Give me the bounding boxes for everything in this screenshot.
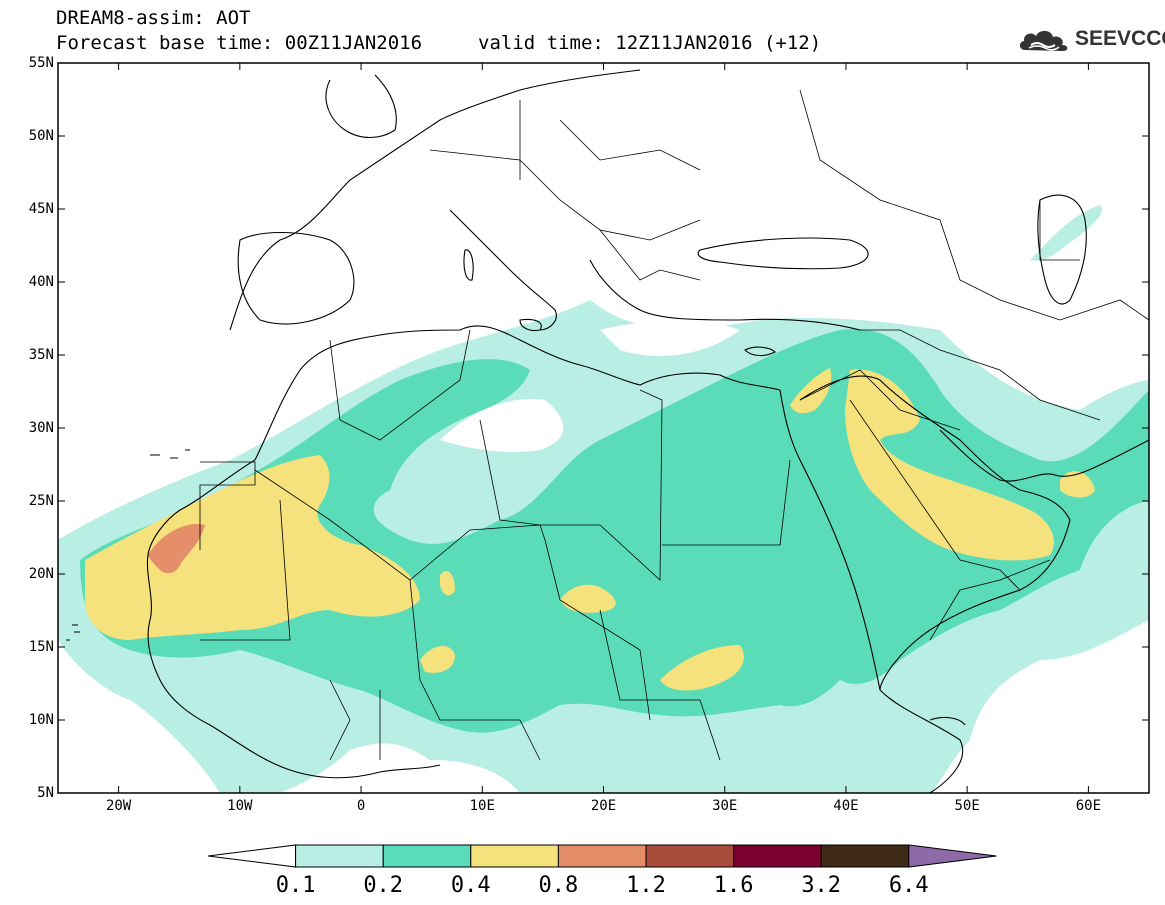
base-time: Forecast base time: 00Z11JAN2016 [56, 32, 423, 54]
coastline-europe [229, 69, 641, 331]
border [540, 389, 663, 581]
colorbar-swatch [645, 844, 735, 868]
coastline-cape-verde [66, 624, 80, 641]
border [200, 499, 291, 641]
coastline-black-sea [697, 237, 869, 270]
logo-text: SEEVCCC [1075, 27, 1165, 50]
lon-tick-label: 30E [712, 798, 738, 814]
chart-title: DREAM8-assim: AOT [56, 7, 251, 29]
border [329, 329, 471, 441]
border [1039, 200, 1080, 261]
coastline-north-africa [254, 325, 781, 461]
coastline-west-africa [146, 459, 441, 779]
lat-tick-label: 35N [28, 347, 54, 363]
coastline-greece-turkey [589, 259, 861, 331]
coastline-horn-africa [879, 689, 964, 794]
coastlines [66, 69, 1150, 794]
border [799, 89, 1001, 301]
lat-tick-label: 10N [28, 712, 54, 728]
lon-tick-label: 0 [356, 798, 366, 814]
coastline-britain [325, 74, 397, 139]
lon-tick-label: 20E [590, 798, 617, 814]
colorbar-label: 1.2 [626, 873, 666, 898]
border [860, 329, 1101, 421]
lat-tick-label: 40N [28, 274, 54, 290]
colorbar-swatch [733, 844, 822, 868]
border [199, 461, 256, 550]
border [662, 459, 791, 546]
lon-tick-label: 50E [954, 798, 980, 814]
aot-band-0.4 [560, 584, 616, 613]
lat-tick-label: 45N [28, 201, 54, 217]
coastline-italy [449, 209, 557, 331]
colorbar-swatch [470, 844, 559, 868]
colorbar-label: 3.2 [801, 873, 842, 898]
colorbar-label: 6.4 [888, 873, 929, 898]
border [519, 100, 701, 180]
aot-clear-area [600, 320, 740, 356]
coastline-persian-gulf [939, 429, 1150, 482]
aot-band-0.4 [420, 645, 455, 673]
aot-field [58, 205, 1149, 793]
aot-band-0.4 [85, 455, 420, 640]
colorbar-label: 0.1 [275, 873, 316, 898]
lon-tick-label: 20W [105, 798, 132, 814]
lon-tick-label: 10E [469, 798, 495, 814]
coastline-arabia [799, 375, 1071, 691]
colorbar-swatch [382, 844, 472, 868]
colorbar-over-arrow [908, 844, 997, 868]
border [409, 579, 541, 761]
coastline-sicily [519, 318, 542, 332]
aot-band-0.1-caucasus [1030, 205, 1102, 261]
country-borders [199, 89, 1150, 761]
coastline-cyprus [744, 346, 776, 357]
colorbar [207, 844, 997, 868]
aot-band-0.4 [845, 369, 1054, 561]
aot-band-0.4 [1060, 471, 1095, 498]
colorbar-swatch [820, 844, 910, 868]
coastline-iberia [237, 231, 355, 325]
lat-tick-label: 55N [28, 55, 54, 71]
colorbar-label: 0.4 [450, 873, 491, 898]
coastline-sardinia [463, 249, 474, 281]
aot-band-0.8 [148, 524, 205, 574]
colorbar-swatch [557, 844, 647, 868]
border [429, 149, 701, 241]
lat-tick-label: 15N [28, 639, 54, 655]
border [599, 609, 721, 761]
forecast-times: Forecast base time: 00Z11JAN2016 valid ti… [56, 32, 821, 54]
border [329, 679, 381, 761]
border [849, 399, 1021, 591]
colorbar-label: 0.8 [538, 873, 579, 898]
aot-clear-area [440, 399, 564, 452]
aot-band-0.4 [790, 368, 832, 414]
lat-tick-label: 50N [28, 128, 54, 144]
lat-tick-label: 30N [28, 420, 54, 436]
colorbar-label: 0.2 [363, 873, 404, 898]
coastline-canaries [150, 449, 190, 459]
lon-tick-label: 10W [227, 798, 253, 814]
colorbar-label: 1.6 [713, 873, 754, 898]
axis-ticks [58, 62, 1149, 794]
cloud-icon [1019, 30, 1068, 51]
seevccc-logo: SEEVCCC [1017, 26, 1165, 54]
aot-band-0.4 [440, 570, 455, 596]
valid-time: valid time: 12Z11JAN2016 (+12) [478, 32, 822, 54]
colorbar-swatch [295, 844, 384, 868]
lon-tick-label: 40E [833, 798, 859, 814]
border [929, 559, 1051, 641]
border [799, 369, 961, 431]
colorbar-under-arrow [207, 844, 297, 868]
lon-tick-label: 60E [1075, 798, 1102, 814]
border [479, 419, 651, 721]
lat-tick-label: 5N [37, 785, 54, 801]
coastline-egypt-red-sea [779, 389, 881, 691]
lat-tick-label: 25N [28, 493, 54, 509]
border [599, 229, 701, 281]
border [999, 299, 1150, 321]
lat-tick-label: 20N [28, 566, 54, 582]
coastline-madagascar-socotra [929, 716, 966, 726]
aot-band-0.4 [660, 645, 744, 691]
